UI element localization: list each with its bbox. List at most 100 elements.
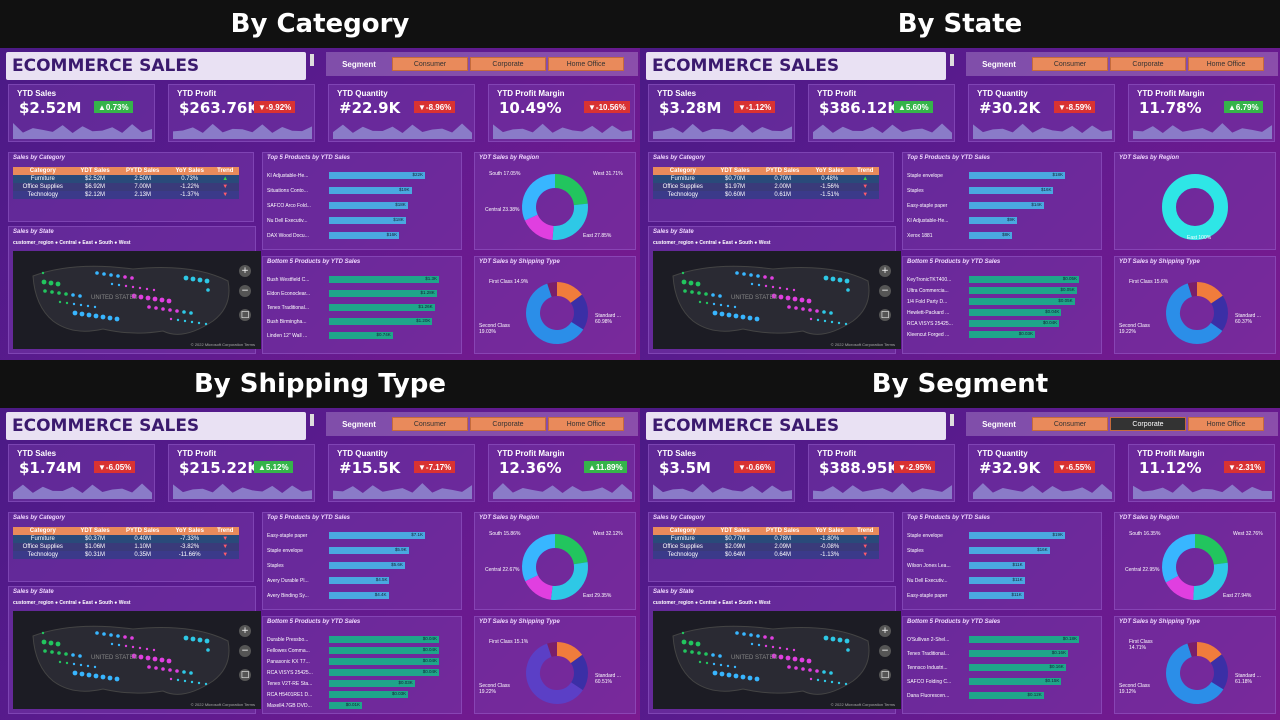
bar-row[interactable]: Hewlett-Packard ... $0.04K [907,308,1093,317]
bar-row[interactable]: Nu Dell Executiv... $18K [267,216,453,225]
table-row[interactable]: Furniture $0.77M 0.78M -1.80% ▼ [653,535,879,543]
segment-button-consumer[interactable]: Consumer [392,57,468,71]
bar-row[interactable]: RCA VISYS 25425... $0.04K [907,319,1093,328]
bar-row[interactable]: Easy-staple paper $11K [907,591,1093,600]
bar-row[interactable]: Durable Pressbo... $0.04K [267,635,453,644]
arrow-up-icon: ▲ [898,103,906,112]
zoom-out-icon[interactable]: − [239,645,251,657]
select-icon[interactable]: □ [879,309,891,321]
bar-row[interactable]: 1/4 Fold Party D... $0.05K [907,297,1093,306]
bar-row[interactable]: O'Sullivan 2-Shel... $0.18K [907,635,1093,644]
bar-row[interactable]: Dana Fluorescen... $0.12K [907,691,1093,700]
bar-row[interactable]: Linden 12" Wall ... $0.74K [267,331,453,340]
shipping-donut-slice [557,289,576,299]
table-cell: 0.70M [758,175,808,183]
bar-row[interactable]: Staple envelope $5.9K [267,546,453,555]
segment-button-home-office[interactable]: Home Office [548,417,624,431]
map-canvas[interactable]: UNITED STATES © 2022 Microsoft Corporatio… [653,251,901,349]
bar-row[interactable]: RCA H5401RE1 D... $0.03K [267,690,453,699]
bar-row[interactable]: SAFCO Folding C... $0.15K [907,677,1093,686]
scrollbar[interactable] [310,414,314,426]
bar-row[interactable]: SAFCO Arco Fold... $18K [267,201,453,210]
select-icon[interactable]: □ [239,669,251,681]
bar-row[interactable]: Nu Dell Executiv... $11K [907,576,1093,585]
bar-row[interactable]: Xerox 1881 $8K [907,231,1093,240]
bar-row[interactable]: Wilson Jones Lea... $11K [907,561,1093,570]
bar-row[interactable]: DAX Wood Docu... $16K [267,231,453,240]
table-row[interactable]: Furniture $2.52M 2.50M 0.73% ▲ [13,175,239,183]
segment-button-home-office[interactable]: Home Office [548,57,624,71]
bar-row[interactable]: Easy-staple paper $7.1K [267,531,453,540]
region-donut-chart [1161,533,1229,601]
bar-row[interactable]: Maxell4.7GB DVD... $0.01K [267,701,453,710]
zoom-out-icon[interactable]: − [879,285,891,297]
zoom-out-icon[interactable]: − [239,285,251,297]
table-row[interactable]: Furniture $0.70M 0.70M 0.48% ▲ [653,175,879,183]
bar-row[interactable]: Tenex Traditional... $1.26K [267,303,453,312]
bar-row[interactable]: Tenex Traditional... $0.16K [907,649,1093,658]
segment-button-corporate[interactable]: Corporate [1110,57,1186,71]
select-icon[interactable]: □ [239,309,251,321]
bar-row[interactable]: Bush Westfield C... $1.3K [267,275,453,284]
bar-row[interactable]: Tennsco Industri... $0.16K [907,663,1093,672]
table-row[interactable]: Furniture $0.37M 0.40M -7.33% ▼ [13,535,239,543]
bar-row[interactable]: RCA VISYS 25425... $0.04K [267,668,453,677]
segment-button-consumer[interactable]: Consumer [1032,57,1108,71]
bar-row[interactable]: Tenex V2T-RE Sta... $0.03K [267,679,453,688]
arrow-up-icon: ▲ [1228,103,1236,112]
bar-row[interactable]: Staple envelope $19K [907,531,1093,540]
segment-button-corporate[interactable]: Corporate [1110,417,1186,431]
table-row[interactable]: Office Supplies $6.92M 7.00M -1.22% ▼ [13,183,239,191]
table-row[interactable]: Technology $0.60M 0.61M -1.51% ▼ [653,191,879,199]
bar-row[interactable]: KeyTronicTKT400... $0.05K [907,275,1093,284]
zoom-in-icon[interactable]: + [239,625,251,637]
table-row[interactable]: Office Supplies $2.09M 2.09M -0.08% ▼ [653,543,879,551]
bar-row[interactable]: Easy-staple paper $14K [907,201,1093,210]
state-bubble [727,313,732,318]
scrollbar[interactable] [310,54,314,66]
segment-button-home-office[interactable]: Home Office [1188,57,1264,71]
bar-value: $0.04K [423,636,437,641]
segment-button-corporate[interactable]: Corporate [470,57,546,71]
state-bubble [727,665,729,667]
table-row[interactable]: Technology $2.12M 2.13M -1.37% ▼ [13,191,239,199]
table-cell: Office Supplies [13,183,73,191]
select-icon[interactable]: □ [879,669,891,681]
table-row[interactable]: Office Supplies $1.06M 1.10M -3.82% ▼ [13,543,239,551]
bar-row[interactable]: Kleencut Forged ... $0.03K [907,330,1093,339]
bar-row[interactable]: Eldon Econoclear... $1.28K [267,289,453,298]
kpi-delta-badge: ▼ -9.92% [254,101,295,113]
bar-row[interactable]: Bush Birmingha... $1.20K [267,317,453,326]
sparkline [493,117,632,139]
map-canvas[interactable]: UNITED STATES © 2022 Microsoft Corporatio… [653,611,901,709]
bar-row[interactable]: Staples $16K [907,186,1093,195]
bar-row[interactable]: KI Adjustable-He... $9K [907,216,1093,225]
bar-row[interactable]: Staples $16K [907,546,1093,555]
scrollbar[interactable] [950,414,954,426]
bar-row[interactable]: KI Adjustable-He... $22K [267,171,453,180]
map-canvas[interactable]: UNITED STATES © 2022 Microsoft Corporatio… [13,251,261,349]
zoom-in-icon[interactable]: + [239,265,251,277]
segment-button-consumer[interactable]: Consumer [1032,417,1108,431]
segment-button-home-office[interactable]: Home Office [1188,417,1264,431]
table-row[interactable]: Technology $0.31M 0.35M -11.66% ▼ [13,551,239,559]
scrollbar[interactable] [950,54,954,66]
table-row[interactable]: Office Supplies $1.97M 2.00M -1.56% ▼ [653,183,879,191]
zoom-in-icon[interactable]: + [879,625,891,637]
zoom-out-icon[interactable]: − [879,645,891,657]
segment-button-consumer[interactable]: Consumer [392,417,468,431]
bar-row[interactable]: Ultra Commercia... $0.05K [907,286,1093,295]
zoom-in-icon[interactable]: + [879,265,891,277]
bar-row[interactable]: Panasonic KX T7... $0.04K [267,657,453,666]
bar-row[interactable]: Situations Conto... $19K [267,186,453,195]
bar-row[interactable]: Avery Durable Pl... $4.5K [267,576,453,585]
bar-row[interactable]: Fellowes Comma... $0.04K [267,646,453,655]
bar-row[interactable]: Avery Binding Sy... $4.4K [267,591,453,600]
map-canvas[interactable]: UNITED STATES © 2022 Microsoft Corporatio… [13,611,261,709]
bar-row[interactable]: Staples $5.6K [267,561,453,570]
bar-value: $0.05K [1058,298,1072,303]
table-row[interactable]: Technology $0.64M 0.64M -1.13% ▼ [653,551,879,559]
column-header: YoY Sales [168,527,212,535]
segment-button-corporate[interactable]: Corporate [470,417,546,431]
bar-row[interactable]: Staple envelope $18K [907,171,1093,180]
